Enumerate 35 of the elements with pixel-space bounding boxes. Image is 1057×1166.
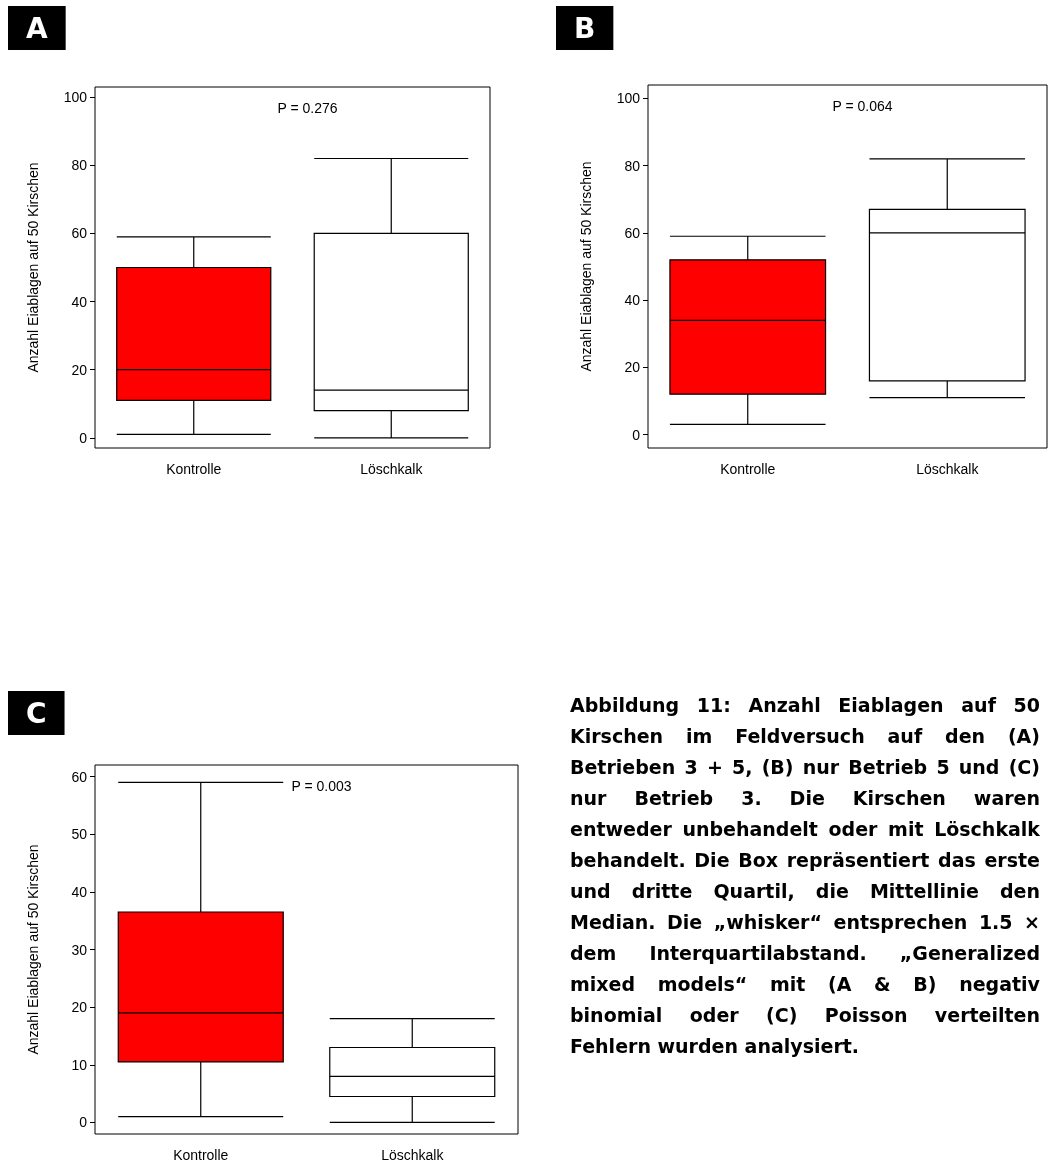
annotation: P = 0.064 bbox=[832, 98, 893, 114]
x-tick-label: Löschkalk bbox=[360, 461, 424, 477]
y-tick-label: 40 bbox=[624, 292, 641, 309]
y-tick-label: 40 bbox=[71, 883, 88, 900]
x-tick-label: Löschkalk bbox=[381, 1147, 445, 1163]
y-tick-label: 0 bbox=[632, 426, 641, 443]
y-tick-label: 80 bbox=[624, 157, 641, 174]
y-axis-title: Anzahl Eiablagen auf 50 Kirschen bbox=[578, 161, 594, 372]
chart-title: A bbox=[26, 11, 48, 45]
y-tick-label: 60 bbox=[71, 768, 88, 785]
x-tick-label: Kontrolle bbox=[720, 461, 776, 477]
x-tick-label: Kontrolle bbox=[173, 1147, 229, 1163]
y-axis-title: Anzahl Eiablagen auf 50 Kirschen bbox=[25, 844, 41, 1055]
x-tick-label: Löschkalk bbox=[916, 461, 980, 477]
y-tick-label: 50 bbox=[71, 826, 88, 843]
y-tick-label: 10 bbox=[71, 1056, 88, 1073]
y-tick-label: 20 bbox=[71, 999, 88, 1016]
y-tick-label: 20 bbox=[71, 361, 88, 378]
y-tick-label: 40 bbox=[71, 293, 88, 310]
y-tick-label: 0 bbox=[79, 429, 88, 446]
annotation: P = 0.276 bbox=[277, 100, 338, 116]
text: Abbildung 11: Anzahl Eiablagen auf 50 Kirschen im Feldversuch auf den (A) Betrieben 3 + 5, (B) nur Betrieb 5 und (C) nur Betrieb 3. Die Kirschen waren entweder unbehandelt oder mit Löschkalk behandelt. Die Box repräsentiert das erste und dritte Quartil, die Mittellinie den Median. Die „whisker“ entsprechen 1.5 × dem Interquartilabstand. „Generalized mixed models“ mit (A & B) negativ binomial oder (C) Poisson verteilten Fehlern wurden analysiert. bbox=[570, 694, 1040, 1057]
y-tick-label: 30 bbox=[71, 941, 88, 958]
x-tick-label: Kontrolle bbox=[166, 461, 222, 477]
y-tick-label: 60 bbox=[624, 224, 641, 241]
y-tick-label: 100 bbox=[63, 89, 88, 106]
y-axis-title: Anzahl Eiablagen auf 50 Kirschen bbox=[25, 162, 41, 373]
y-tick-label: 60 bbox=[71, 225, 88, 242]
y-tick-label: 100 bbox=[616, 90, 641, 107]
chart-title: B bbox=[574, 11, 596, 45]
annotation: P = 0.003 bbox=[291, 778, 352, 794]
y-tick-label: 80 bbox=[71, 157, 88, 174]
chart-title: C bbox=[26, 696, 47, 730]
y-tick-label: 20 bbox=[624, 359, 641, 376]
y-tick-label: 0 bbox=[79, 1114, 88, 1131]
